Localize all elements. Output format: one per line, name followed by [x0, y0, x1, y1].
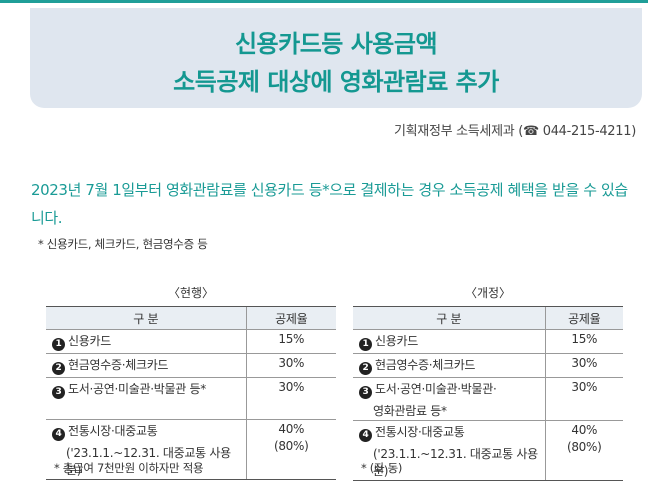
item-cell: 1 신용카드	[353, 329, 545, 354]
item-cell: 3 도서·공연·미술관·박물관 등*	[46, 377, 246, 420]
item-cell: 4 전통시장·대중교통 ('23.1.1.~12.31. 대중교통 사용분)	[353, 420, 545, 481]
rate-cell: 30%	[544, 377, 623, 421]
title-box: 신용카드등 사용금액 소득공제 대상에 영화관람료 추가	[30, 8, 642, 108]
rate-value: 40%	[571, 423, 598, 437]
table-row: 4 전통시장·대중교통 ('23.1.1.~12.31. 대중교통 사용분) 40…	[46, 419, 336, 480]
revised-caption: 〈개정〉	[464, 286, 512, 300]
item-sublabel: 영화관람료 등*	[373, 404, 447, 418]
current-caption: 〈현행〉	[167, 286, 215, 300]
rate-cell: 40% (80%)	[245, 419, 336, 480]
rate-cell: 40% (80%)	[544, 420, 623, 481]
table-row: 1 신용카드 15%	[46, 329, 336, 354]
item-label: 도서·공연·미술관·박물관 등*	[68, 382, 206, 396]
table-header-row: 구 분 공제율	[353, 306, 623, 330]
item-sublabel: ('23.1.1.~12.31. 대중교통 사용분)	[373, 447, 538, 478]
rate-subvalue: (80%)	[273, 439, 309, 453]
rate-value: 40%	[278, 422, 305, 436]
table-row: 4 전통시장·대중교통 ('23.1.1.~12.31. 대중교통 사용분) 40…	[353, 420, 623, 481]
current-table: 구 분 공제율 1 신용카드 15% 2 현금영수증·체크카드 30% 3 도서·공연…	[46, 306, 336, 480]
rate-cell: 30%	[245, 353, 336, 378]
item-cell: 3 도서·공연·미술관·박물관· 영화관람료 등*	[353, 377, 545, 421]
header-rate: 공제율	[245, 306, 336, 330]
title-line-2: 소득공제 대상에 영화관람료 추가	[173, 68, 499, 96]
item-cell: 2 현금영수증·체크카드	[46, 353, 246, 378]
item-label: 신용카드	[68, 334, 111, 348]
revised-table: 구 분 공제율 1 신용카드 15% 2 현금영수증·체크카드 30% 3 도서·공연…	[353, 306, 623, 481]
current-note: * 총급여 7천만원 이하자만 적용	[54, 461, 204, 475]
item-sublabel: ('23.1.1.~12.31. 대중교통 사용분)	[66, 446, 231, 477]
title-line-1: 신용카드등 사용금액	[234, 30, 438, 58]
item-label: 전통시장·대중교통	[68, 424, 158, 438]
table-header-row: 구 분 공제율	[46, 306, 336, 330]
number-badge-1: 1	[359, 338, 372, 351]
lead-paragraph: 2023년 7월 1일부터 영화관람료를 신용카드 등*으로 결제하는 경우 소…	[31, 181, 628, 227]
number-badge-1: 1	[52, 338, 65, 351]
table-row: 1 신용카드 15%	[353, 329, 623, 354]
item-cell: 4 전통시장·대중교통 ('23.1.1.~12.31. 대중교통 사용분)	[46, 419, 246, 480]
item-label: 전통시장·대중교통	[375, 425, 465, 439]
top-accent-line	[0, 0, 648, 3]
number-badge-2: 2	[52, 362, 65, 375]
revised-note: * (좌 동)	[361, 461, 403, 475]
item-cell: 2 현금영수증·체크카드	[353, 353, 545, 378]
table-row: 2 현금영수증·체크카드 30%	[353, 353, 623, 378]
item-cell: 1 신용카드	[46, 329, 246, 354]
item-label: 현금영수증·체크카드	[68, 358, 169, 372]
header-rate: 공제율	[544, 306, 623, 330]
number-badge-4: 4	[52, 428, 65, 441]
header-item: 구 분	[353, 306, 545, 330]
rate-cell: 30%	[245, 377, 336, 420]
header-item: 구 분	[46, 306, 246, 330]
rate-cell: 15%	[544, 329, 623, 354]
item-label: 도서·공연·미술관·박물관·	[375, 382, 497, 396]
number-badge-4: 4	[359, 429, 372, 442]
rate-cell: 15%	[245, 329, 336, 354]
table-row: 2 현금영수증·체크카드 30%	[46, 353, 336, 378]
table-row: 3 도서·공연·미술관·박물관 등* 30%	[46, 377, 336, 420]
department-contact: 기획재정부 소득세제과 (☎ 044-215-4211)	[393, 124, 636, 139]
number-badge-3: 3	[359, 386, 372, 399]
item-label: 신용카드	[375, 334, 418, 348]
item-label: 현금영수증·체크카드	[375, 358, 476, 372]
number-badge-3: 3	[52, 386, 65, 399]
lead-footnote: * 신용카드, 체크카드, 현금영수증 등	[38, 237, 208, 251]
rate-subvalue: (80%)	[566, 440, 602, 454]
table-row: 3 도서·공연·미술관·박물관· 영화관람료 등* 30%	[353, 377, 623, 421]
number-badge-2: 2	[359, 362, 372, 375]
rate-cell: 30%	[544, 353, 623, 378]
